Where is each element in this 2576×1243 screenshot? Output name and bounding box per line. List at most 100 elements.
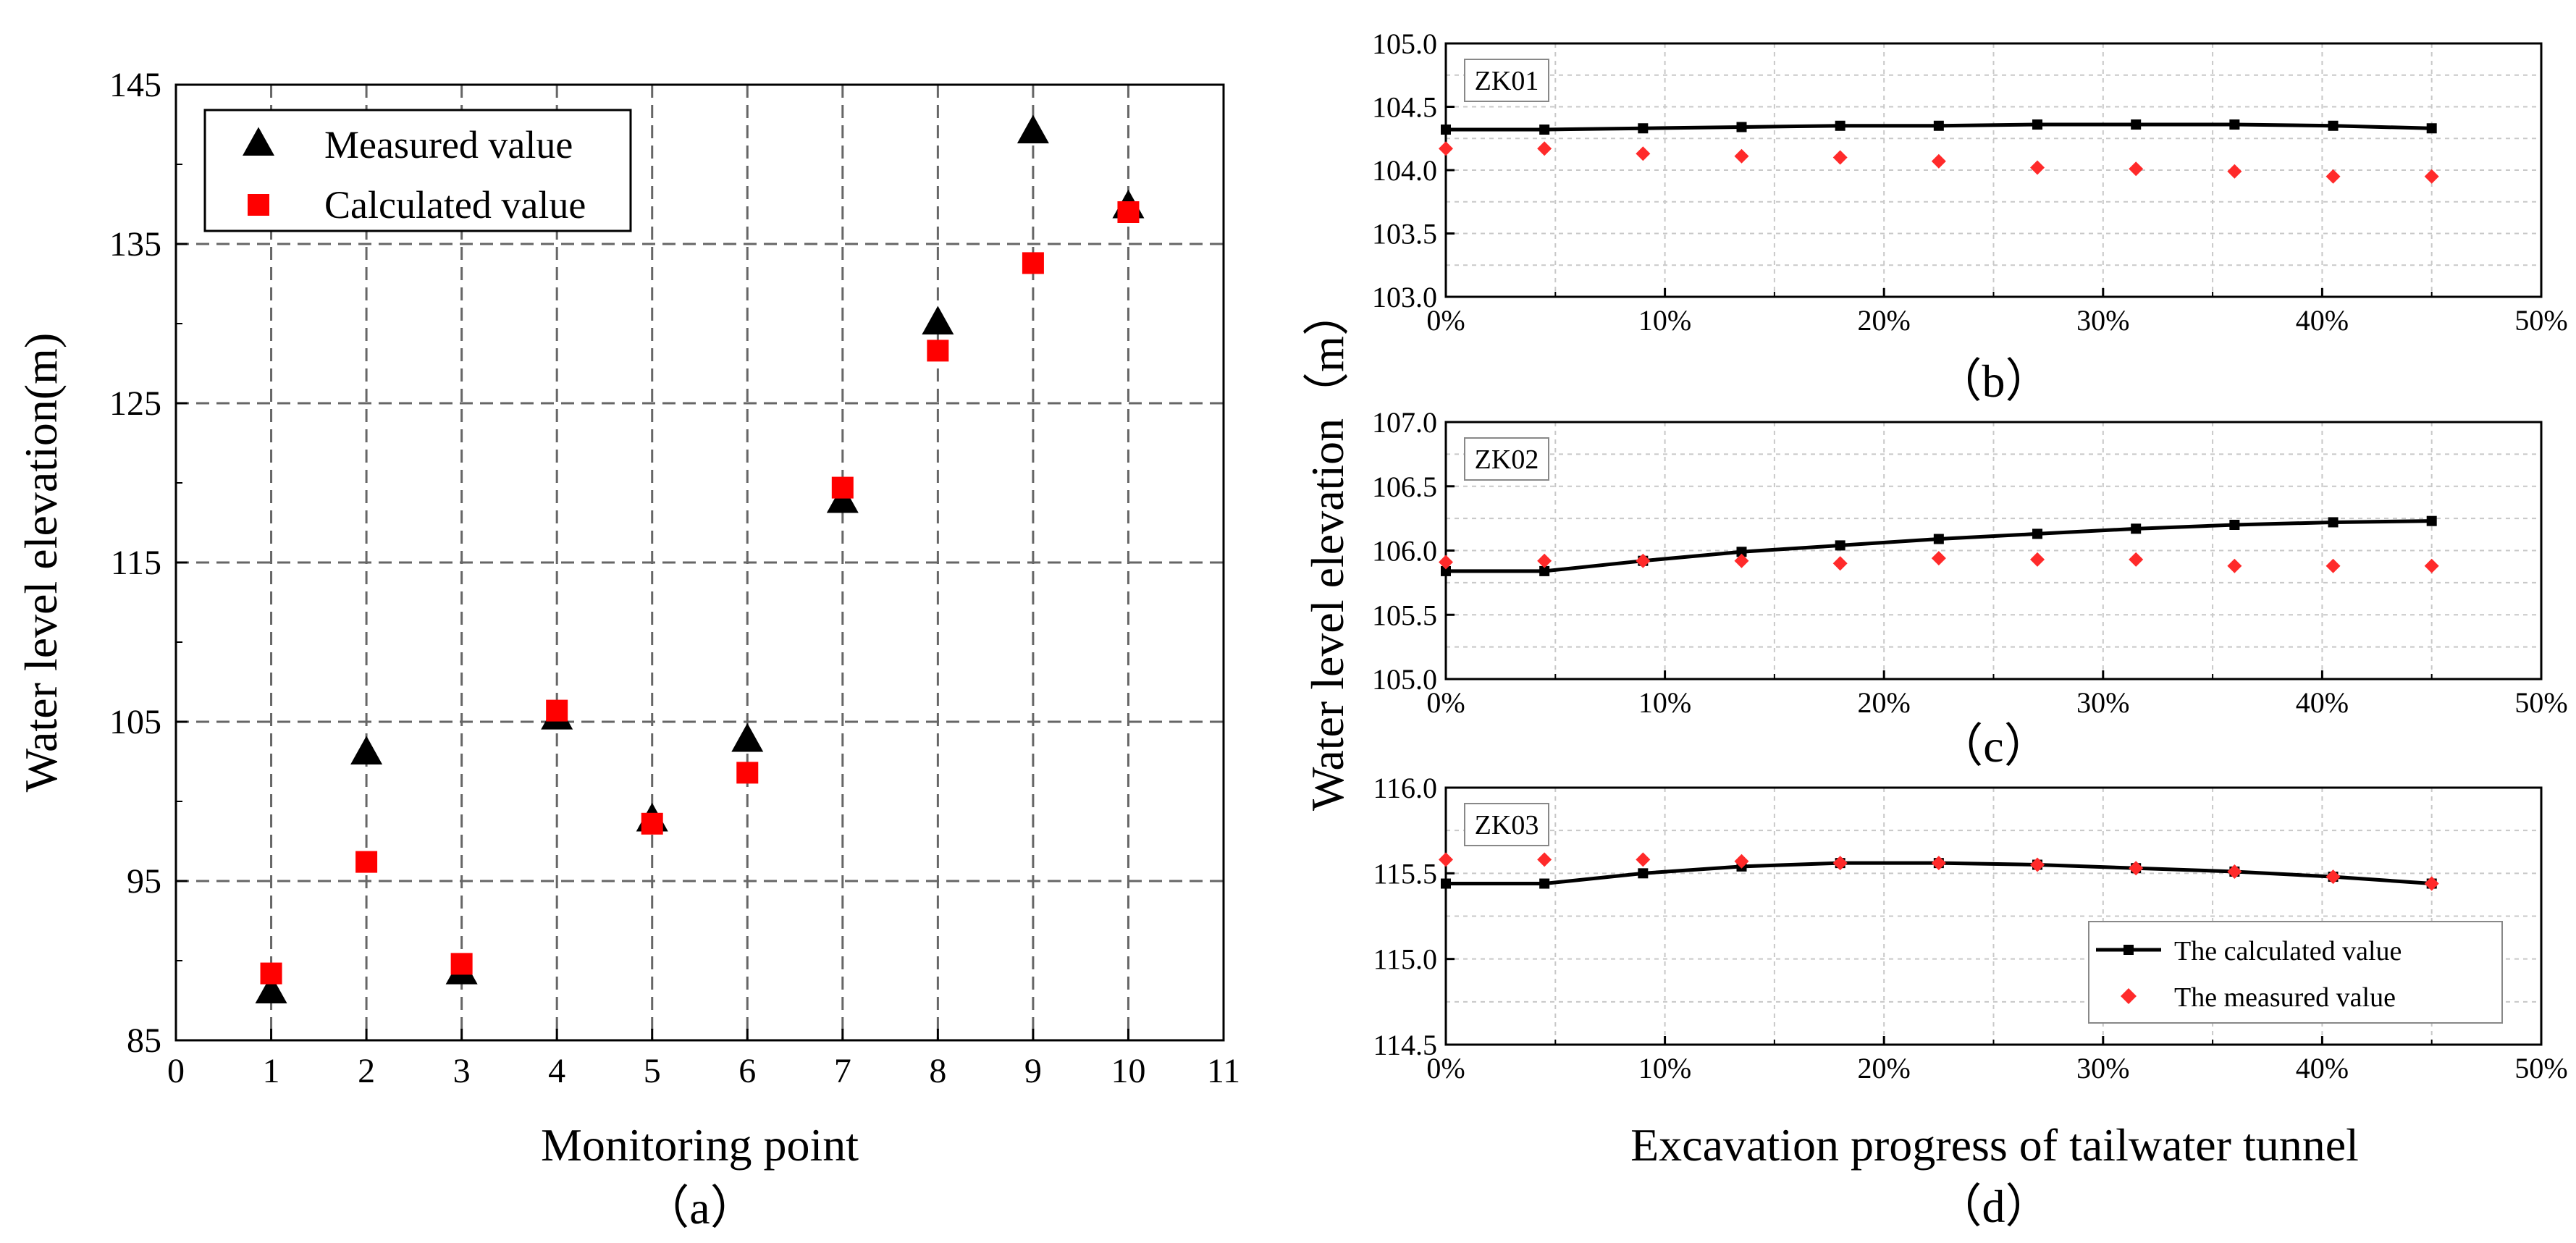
x-tick-label-d: 10% <box>1638 1052 1691 1084</box>
x-tick-label-d: 30% <box>2076 1052 2129 1084</box>
legend-label-calculated: The calculated value <box>2174 936 2402 966</box>
y-tick-label-b: 103.5 <box>1372 218 1437 250</box>
x-tick-label-c: 30% <box>2076 686 2129 719</box>
station-label-box-d <box>1464 803 1549 846</box>
data-point-calculated <box>736 762 759 784</box>
data-point-measured <box>2227 864 2242 879</box>
shared-x-axis-label: Excavation progress of tailwater tunnel <box>1630 1119 2359 1171</box>
x-tick-label-d: 40% <box>2296 1052 2349 1084</box>
data-point-calculated <box>1022 252 1044 274</box>
x-tick-label-c: 0% <box>1426 686 1465 719</box>
chart-b: 0% 10% 20% 30% 40% 50% 103.0 103.5 104.0 104.5 105… <box>1372 28 2568 407</box>
station-label-box-b <box>1464 59 1549 102</box>
station-label-b: ZK01 <box>1475 66 1539 96</box>
data-point-calculated <box>1539 565 1550 576</box>
series-measured-b <box>1439 141 2439 184</box>
y-tick-label-a: 85 <box>127 1021 161 1060</box>
series-measured-a <box>255 114 1145 1004</box>
legend-label-measured: Measured value <box>324 123 573 167</box>
chart-d: 0% 10% 20% 30% 40% 50% 114.5 115.0 115.5 116.0 ZK0… <box>1373 772 2567 1232</box>
data-point-calculated <box>2426 515 2437 526</box>
grid-b <box>1446 43 2541 297</box>
data-point-calculated <box>641 812 663 835</box>
panel-caption-a: （a） <box>643 1182 756 1234</box>
series-calculated-c <box>1441 515 2437 576</box>
legend-label-calculated: Calculated value <box>324 183 586 227</box>
y-tick-label-a: 105 <box>109 703 161 741</box>
chart-a: 0 1 2 3 4 5 6 7 8 9 10 11 85 95 105 115 125 135 145 Monitor… <box>15 66 1240 1234</box>
data-point-measured <box>1439 141 1453 156</box>
data-point-measured <box>2129 861 2144 876</box>
x-tick-label-a: 5 <box>644 1052 661 1090</box>
data-point-calculated <box>1638 123 1649 134</box>
series-measured-c <box>1439 551 2439 573</box>
legend-marker-measured <box>2121 988 2137 1004</box>
data-point-measured <box>2325 169 2341 184</box>
data-point-calculated <box>1835 120 1845 131</box>
data-point-measured <box>1832 856 1848 871</box>
data-point-calculated <box>1933 534 1944 544</box>
data-point-measured <box>1439 852 1453 867</box>
data-point-measured <box>350 736 383 765</box>
data-point-measured <box>826 484 859 513</box>
data-point-measured <box>1636 553 1651 568</box>
y-tick-label-b: 104.0 <box>1372 154 1437 187</box>
panel-caption-c: （c） <box>1937 720 2050 772</box>
x-tick-label-d: 20% <box>1858 1052 1911 1084</box>
data-point-calculated <box>927 340 949 362</box>
legend-marker-measured <box>243 127 274 156</box>
y-tick-label-c: 106.0 <box>1372 535 1437 568</box>
x-tick-label-a: 4 <box>548 1052 565 1090</box>
data-point-calculated <box>1933 120 1944 131</box>
series-measured-d <box>1439 852 2439 891</box>
y-tick-label-a: 135 <box>109 225 161 264</box>
y-tick-label-d: 115.0 <box>1373 943 1437 976</box>
x-tick-label-c: 10% <box>1638 686 1691 719</box>
data-point-measured <box>2424 876 2439 891</box>
data-point-measured <box>731 722 764 752</box>
series-calculated-b <box>1441 119 2437 135</box>
x-tick-label-a: 7 <box>834 1052 851 1090</box>
y-tick-label-d: 114.5 <box>1373 1029 1437 1061</box>
x-tick-label-b: 10% <box>1638 304 1691 337</box>
data-point-calculated <box>1117 201 1140 223</box>
series-calculated-a <box>260 201 1140 985</box>
y-tick-label-d: 115.5 <box>1373 857 1437 890</box>
y-tick-label-d: 116.0 <box>1373 772 1437 804</box>
legend-label-measured: The measured value <box>2174 982 2396 1013</box>
x-tick-label-d: 0% <box>1426 1052 1465 1084</box>
x-tick-label-a: 9 <box>1024 1052 1042 1090</box>
legend-marker-calculated <box>248 194 269 216</box>
data-point-measured <box>1537 852 1552 867</box>
data-point-measured <box>2325 869 2341 885</box>
data-point-measured <box>1439 555 1453 570</box>
data-point-calculated <box>2328 517 2339 528</box>
legend-d: The calculated value The measured value <box>2088 921 2503 1024</box>
data-point-calculated <box>2229 520 2240 530</box>
legend-a: Measured value Calculated value <box>203 109 632 232</box>
station-label-box-c <box>1464 437 1549 481</box>
y-tick-label-a: 125 <box>109 384 161 423</box>
data-point-calculated <box>2328 120 2339 131</box>
data-point-measured <box>1537 141 1552 156</box>
panel-caption-d: （d） <box>1936 1181 2052 1232</box>
x-axis-label-a: Monitoring point <box>541 1119 859 1171</box>
y-tick-label-b: 104.5 <box>1372 91 1437 124</box>
data-point-measured <box>2030 160 2045 175</box>
data-point-calculated <box>546 699 568 722</box>
legend-marker-calculated <box>2123 945 2134 955</box>
data-point-calculated <box>2229 119 2240 130</box>
grid-c <box>1446 422 2541 679</box>
station-label-d: ZK03 <box>1475 810 1539 840</box>
shared-y-axis-label: Water level elevation（m） <box>1302 290 1353 811</box>
data-point-measured <box>1734 553 1749 568</box>
station-label-c: ZK02 <box>1475 444 1539 475</box>
y-tick-label-a: 145 <box>109 66 161 104</box>
data-point-calculated <box>2032 528 2043 539</box>
x-tick-label-a: 11 <box>1207 1052 1240 1090</box>
data-point-measured <box>1832 150 1848 165</box>
data-point-measured <box>1931 856 1946 871</box>
data-point-calculated <box>1539 878 1550 889</box>
data-point-measured <box>1636 852 1651 867</box>
data-point-measured <box>2129 161 2144 177</box>
